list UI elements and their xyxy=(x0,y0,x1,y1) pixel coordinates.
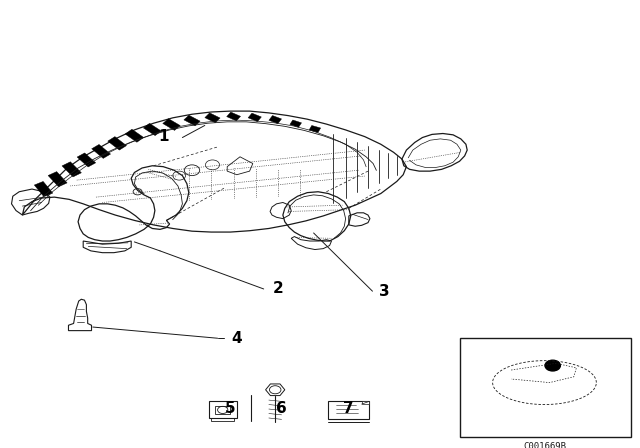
Bar xyxy=(460,338,631,437)
Polygon shape xyxy=(269,116,282,124)
Text: C001669B: C001669B xyxy=(524,442,567,448)
Polygon shape xyxy=(92,144,111,159)
Text: 1: 1 xyxy=(158,129,168,144)
Polygon shape xyxy=(125,129,143,142)
Text: 2: 2 xyxy=(273,281,284,297)
Polygon shape xyxy=(205,113,220,123)
Polygon shape xyxy=(77,153,96,167)
Polygon shape xyxy=(35,181,52,197)
Circle shape xyxy=(545,360,561,371)
Text: 5: 5 xyxy=(225,401,236,416)
Text: 4: 4 xyxy=(232,331,242,346)
Polygon shape xyxy=(248,113,261,121)
Text: 3: 3 xyxy=(379,284,389,299)
Polygon shape xyxy=(290,120,301,127)
Text: 6: 6 xyxy=(276,401,287,416)
Polygon shape xyxy=(309,125,321,133)
Polygon shape xyxy=(62,162,81,177)
Polygon shape xyxy=(227,112,241,121)
Text: 7: 7 xyxy=(344,401,354,416)
Polygon shape xyxy=(48,172,67,187)
Polygon shape xyxy=(163,119,180,130)
Polygon shape xyxy=(143,123,161,136)
Polygon shape xyxy=(362,401,369,404)
Polygon shape xyxy=(184,115,200,126)
Polygon shape xyxy=(108,137,127,150)
